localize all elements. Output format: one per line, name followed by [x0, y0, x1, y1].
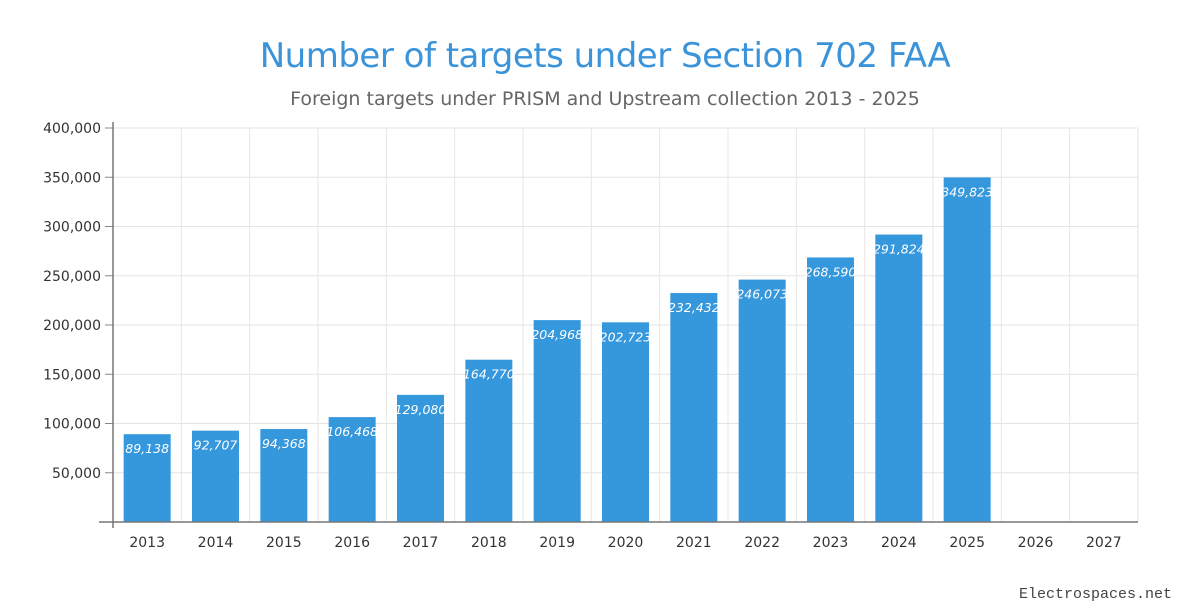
x-tick-label: 2016 [334, 535, 370, 551]
bar-data-label: 204,968 [531, 327, 583, 342]
bar [533, 320, 581, 522]
x-tick-label: 2014 [198, 535, 234, 551]
bar-data-label: 291,824 [873, 242, 925, 257]
x-tick-label: 2013 [129, 535, 165, 551]
bar-data-label: 164,770 [463, 367, 515, 382]
y-tick-label: 300,000 [43, 220, 101, 236]
y-tick-label: 100,000 [43, 417, 101, 433]
bar [875, 234, 923, 523]
x-tick-label: 2021 [676, 535, 712, 551]
bar [328, 417, 376, 522]
bar [670, 293, 718, 522]
y-tick-label: 150,000 [43, 367, 101, 383]
bar-data-label: 106,468 [326, 424, 378, 439]
x-tick-label: 2015 [266, 535, 302, 551]
chart-subtitle: Foreign targets under PRISM and Upstream… [290, 88, 920, 110]
chart-title: Number of targets under Section 702 FAA [259, 36, 951, 76]
y-tick-label: 400,000 [43, 121, 101, 137]
bar-data-label: 232,432 [668, 300, 720, 315]
bar [465, 359, 513, 522]
bar-data-label: 92,707 [194, 438, 238, 453]
x-tick-label: 2023 [813, 535, 849, 551]
x-tick-label: 2017 [403, 535, 439, 551]
y-tick-label: 50,000 [52, 466, 101, 482]
bar-data-label: 202,723 [600, 329, 652, 344]
bar [260, 429, 308, 522]
y-tick-label: 350,000 [43, 170, 101, 186]
bar-data-label: 129,080 [395, 402, 447, 417]
x-tick-label: 2019 [539, 535, 575, 551]
bar-data-label: 94,368 [262, 436, 306, 451]
bar-data-label: 268,590 [805, 264, 857, 279]
bar-data-label: 246,073 [736, 287, 788, 302]
bar [807, 257, 854, 522]
bar [397, 394, 444, 522]
bar [738, 279, 786, 522]
bar [602, 322, 649, 522]
y-tick-label: 200,000 [43, 318, 101, 334]
x-tick-label: 2020 [608, 535, 644, 551]
bar-data-label: 349,823 [941, 184, 993, 199]
bar-data-label: 89,138 [125, 441, 169, 456]
x-tick-label: 2022 [744, 535, 780, 551]
y-tick-label: 250,000 [43, 269, 101, 285]
bar [943, 177, 991, 522]
bar [123, 434, 171, 522]
x-tick-label: 2026 [1018, 535, 1054, 551]
x-tick-label: 2018 [471, 535, 507, 551]
x-tick-label: 2027 [1086, 535, 1122, 551]
x-tick-label: 2024 [881, 535, 917, 551]
x-tick-label: 2025 [949, 535, 985, 551]
bar [192, 430, 239, 522]
credit-text: Electrospaces.net [1018, 586, 1172, 603]
